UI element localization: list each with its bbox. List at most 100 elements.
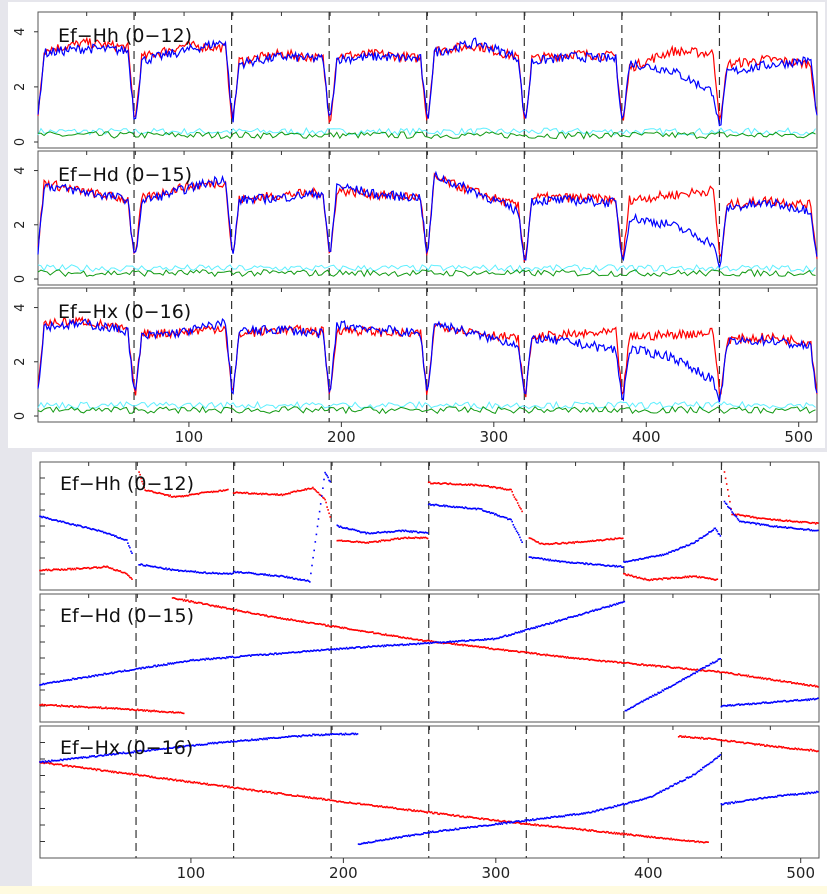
data-point xyxy=(360,531,362,534)
data-point xyxy=(394,530,397,532)
data-point xyxy=(374,532,376,534)
data-point xyxy=(81,676,84,679)
data-point xyxy=(637,559,639,561)
data-point xyxy=(643,578,645,581)
data-point xyxy=(810,684,813,687)
data-point xyxy=(269,652,272,655)
data-point xyxy=(508,820,510,823)
data-point xyxy=(619,661,621,663)
data-point xyxy=(171,568,174,571)
data-point xyxy=(278,652,280,655)
data-point xyxy=(201,572,203,574)
data-point xyxy=(452,643,455,645)
data-point xyxy=(325,501,327,504)
data-point xyxy=(95,756,98,758)
data-point xyxy=(387,539,389,542)
data-point xyxy=(516,650,519,653)
data-point xyxy=(449,505,452,508)
data-point xyxy=(138,667,140,670)
data-point xyxy=(423,642,425,645)
data-point xyxy=(41,683,43,686)
data-point xyxy=(168,663,170,665)
data-point xyxy=(438,813,440,816)
data-point xyxy=(221,573,224,575)
data-point xyxy=(122,571,125,574)
line-panel-3: 024 Ef−Hx (0−16) xyxy=(13,287,818,423)
data-point xyxy=(471,508,473,510)
data-point xyxy=(191,744,193,747)
data-point xyxy=(66,522,68,525)
data-point xyxy=(357,541,360,544)
data-point xyxy=(677,576,680,579)
data-point xyxy=(615,661,618,663)
data-point xyxy=(180,598,183,601)
data-point xyxy=(274,616,276,619)
data-point xyxy=(229,786,231,789)
data-point xyxy=(732,512,734,515)
data-point xyxy=(429,641,432,644)
data-point xyxy=(249,572,251,574)
data-point xyxy=(324,471,326,474)
data-point xyxy=(770,525,773,528)
data-point xyxy=(645,557,647,559)
data-point xyxy=(66,569,68,571)
data-point xyxy=(466,507,469,510)
data-point xyxy=(326,734,328,736)
data-point xyxy=(658,791,660,794)
data-point xyxy=(741,703,743,706)
data-point xyxy=(40,704,42,706)
data-point xyxy=(716,660,718,662)
data-point xyxy=(194,744,197,747)
data-point xyxy=(46,704,49,706)
data-point xyxy=(117,772,119,774)
data-point xyxy=(172,495,175,498)
data-point xyxy=(461,639,463,642)
data-point xyxy=(519,631,521,634)
data-point xyxy=(490,638,493,640)
data-point xyxy=(522,650,524,653)
data-point xyxy=(530,556,533,559)
data-point xyxy=(811,698,814,700)
data-point xyxy=(474,507,476,510)
data-point xyxy=(627,560,630,563)
data-point xyxy=(410,809,412,811)
data-point xyxy=(587,540,589,542)
data-point xyxy=(502,635,505,638)
data-point xyxy=(299,795,301,797)
data-point xyxy=(284,576,287,579)
data-point xyxy=(119,752,121,754)
data-point xyxy=(558,815,560,817)
data-point xyxy=(128,708,130,710)
data-point xyxy=(781,700,783,703)
data-point xyxy=(247,654,250,657)
data-point xyxy=(141,480,143,483)
data-point xyxy=(276,617,278,619)
data-point xyxy=(120,538,123,540)
data-point xyxy=(369,631,372,633)
data-point xyxy=(523,630,525,632)
data-point xyxy=(752,521,754,524)
data-point xyxy=(64,705,66,707)
data-point xyxy=(634,704,636,707)
data-point xyxy=(679,839,681,842)
data-point xyxy=(343,801,346,804)
data-point xyxy=(110,771,113,774)
data-point xyxy=(327,476,329,479)
data-point xyxy=(295,490,298,493)
data-point xyxy=(570,541,572,544)
data-point xyxy=(417,639,420,642)
data-point xyxy=(717,755,719,758)
data-point xyxy=(483,510,485,512)
data-point xyxy=(716,671,718,673)
data-point xyxy=(444,505,446,508)
data-point xyxy=(509,634,511,637)
data-point xyxy=(536,653,538,656)
data-point xyxy=(90,755,92,758)
data-point xyxy=(694,575,696,578)
data-point xyxy=(290,735,292,738)
data-point xyxy=(389,531,391,534)
data-point xyxy=(807,791,809,794)
data-point xyxy=(793,527,795,530)
data-point xyxy=(448,482,451,485)
data-point xyxy=(215,572,217,574)
